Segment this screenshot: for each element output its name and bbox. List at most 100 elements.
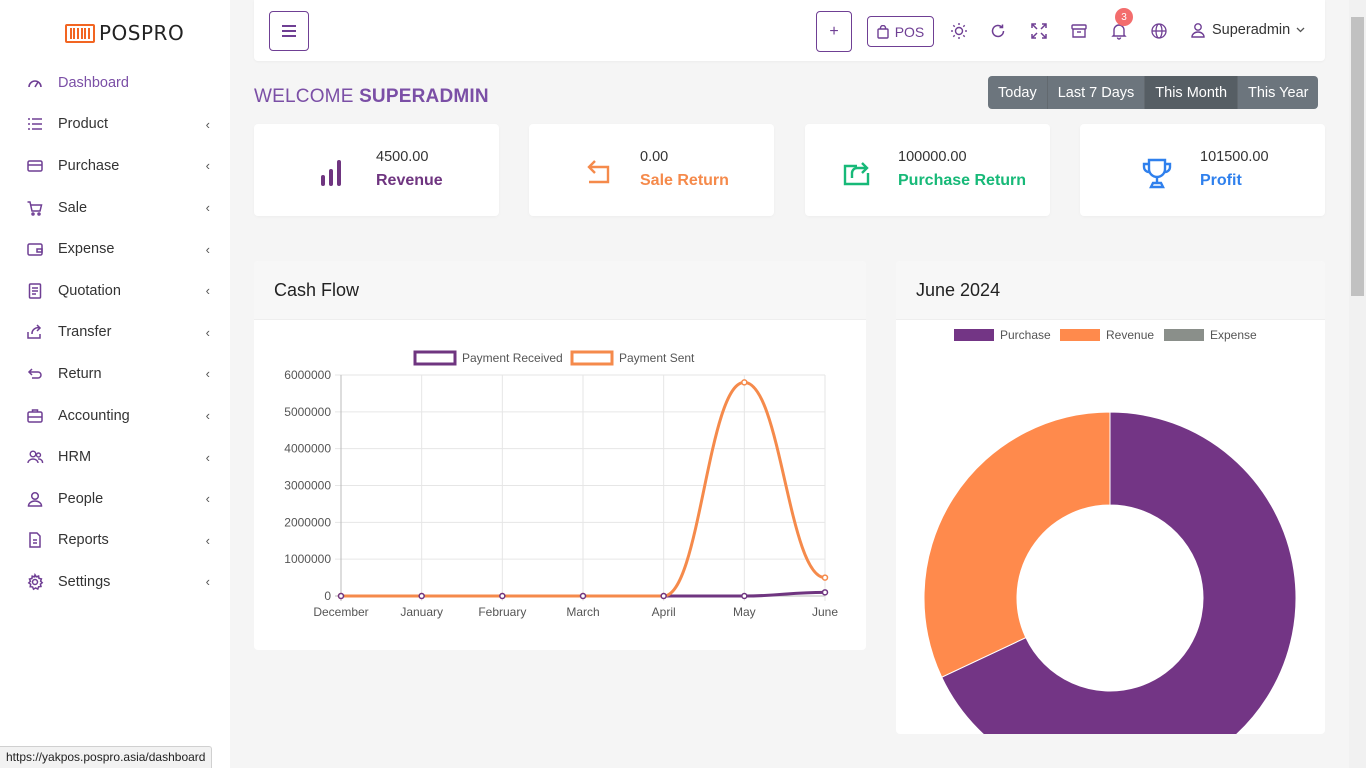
user-menu[interactable]: Superadmin (1190, 22, 1305, 38)
menu-toggle-button[interactable] (269, 11, 309, 51)
cash-flow-title: Cash Flow (254, 261, 866, 320)
revenue-label: Revenue (376, 172, 443, 189)
shopping-bag-icon (877, 24, 889, 39)
add-button[interactable]: + (816, 11, 852, 52)
globe-icon[interactable] (1150, 22, 1168, 40)
refresh-icon[interactable] (989, 22, 1007, 40)
bar-chart-icon (321, 160, 341, 186)
profit-amount: 101500.00 (1200, 149, 1269, 165)
sidebar-item-label: HRM (58, 449, 92, 466)
credit-card-icon (27, 160, 43, 172)
data-point[interactable] (741, 379, 748, 386)
report-icon (29, 532, 41, 549)
chevron-left-icon: ‹ (205, 532, 210, 548)
legend-item-expense[interactable]: Expense (1164, 328, 1257, 342)
share-icon (27, 324, 42, 340)
legend-swatch (413, 350, 457, 366)
sidebar-item-transfer[interactable]: Transfer ‹ (0, 312, 230, 354)
document-icon (28, 283, 42, 299)
user-name: Superadmin (1212, 22, 1291, 38)
data-point[interactable] (418, 592, 425, 600)
data-point[interactable] (337, 592, 345, 600)
sidebar-item-expense[interactable]: Expense ‹ (0, 228, 230, 270)
data-point[interactable] (741, 592, 748, 600)
sun-icon[interactable] (950, 22, 968, 40)
sidebar-item-reports[interactable]: Reports ‹ (0, 520, 230, 562)
top-bar: + POS 3 Superadmin (254, 0, 1325, 61)
sidebar-item-label: Transfer (58, 324, 112, 341)
legend-label: Revenue (1106, 328, 1154, 342)
purchase-return-amount: 100000.00 (898, 149, 967, 165)
donut-slice-revenue[interactable] (923, 411, 1111, 678)
chevron-left-icon: ‹ (205, 283, 210, 299)
legend-swatch (954, 329, 994, 341)
wallet-icon (27, 243, 43, 256)
sidebar-item-label: Return (58, 365, 102, 382)
sale-return-label: Sale Return (640, 172, 729, 189)
sidebar-item-dashboard[interactable]: Dashboard (0, 62, 230, 104)
sidebar-item-product[interactable]: Product ‹ (0, 104, 230, 146)
data-point[interactable] (660, 592, 667, 600)
pos-button-label: POS (894, 23, 925, 40)
sidebar-item-sale[interactable]: Sale ‹ (0, 187, 230, 229)
sidebar-item-quotation[interactable]: Quotation ‹ (0, 270, 230, 312)
sidebar-item-people[interactable]: People ‹ (0, 478, 230, 520)
range-last-7-days-button[interactable]: Last 7 Days (1048, 76, 1146, 109)
range-this-month-button[interactable]: This Month (1145, 76, 1239, 109)
data-point[interactable] (821, 574, 829, 581)
cash-flow-chart: 0 1000000 2000000 3000000 4000000 5000000 6000… (284, 350, 838, 619)
profit-card: 101500.00 Profit (1080, 124, 1325, 216)
sidebar-item-label: Quotation (58, 282, 121, 299)
legend-item-payment-received[interactable]: Payment Received (413, 350, 563, 366)
legend-item-payment-sent[interactable]: Payment Sent (570, 350, 695, 366)
pos-button[interactable]: POS (867, 16, 934, 47)
legend-label: Purchase (1000, 328, 1051, 342)
sidebar-item-settings[interactable]: Settings ‹ (0, 561, 230, 603)
y-tick-label: 6000000 (284, 368, 331, 382)
chevron-down-icon (1296, 27, 1305, 33)
welcome-user: SUPERADMIN (359, 86, 489, 107)
trophy-icon (1142, 158, 1172, 189)
legend-item-purchase[interactable]: Purchase (954, 328, 1051, 342)
page-scrollbar[interactable] (1349, 0, 1366, 768)
gauge-icon (28, 80, 42, 88)
sidebar-item-label: Dashboard (58, 74, 129, 91)
chevron-left-icon: ‹ (205, 158, 210, 174)
chevron-left-icon: ‹ (205, 574, 210, 590)
purchase-return-label: Purchase Return (898, 172, 1027, 189)
y-tick-label: 1000000 (284, 552, 331, 566)
data-point[interactable] (579, 592, 587, 600)
donut-slice-purchase[interactable] (941, 411, 1297, 734)
fullscreen-icon[interactable] (1030, 22, 1048, 40)
briefcase-icon (27, 408, 43, 423)
archive-box-icon[interactable] (1070, 22, 1088, 40)
list-icon (28, 118, 42, 131)
scrollbar-thumb[interactable] (1351, 17, 1364, 296)
sidebar-item-purchase[interactable]: Purchase ‹ (0, 145, 230, 187)
range-this-year-button[interactable]: This Year (1248, 84, 1309, 101)
cash-flow-panel: Cash Flow 0 1000000 2000000 3000000 4000000 5… (254, 261, 866, 650)
range-today-button[interactable]: Today (988, 76, 1048, 109)
x-tick-label: January (400, 605, 443, 619)
status-bar-url: https://yakpos.pospro.asia/dashboard (0, 746, 213, 768)
legend-item-revenue[interactable]: Revenue (1060, 328, 1154, 342)
sidebar-item-hrm[interactable]: HRM ‹ (0, 436, 230, 478)
data-point[interactable] (499, 592, 506, 600)
chevron-left-icon: ‹ (205, 116, 210, 132)
logo[interactable]: POSPRO (65, 21, 184, 45)
revenue-amount: 4500.00 (376, 149, 429, 165)
sidebar-item-label: Settings (58, 573, 111, 590)
legend-swatch (570, 350, 614, 366)
sidebar-item-return[interactable]: Return ‹ (0, 353, 230, 395)
cart-icon (27, 200, 43, 216)
sidebar-item-label: Accounting (58, 407, 130, 424)
legend-label: Payment Received (462, 351, 563, 365)
sidebar-item-accounting[interactable]: Accounting ‹ (0, 395, 230, 437)
data-point[interactable] (821, 589, 829, 596)
sale-return-card: 0.00 Sale Return (529, 124, 774, 216)
welcome-heading: WELCOME SUPERADMIN (254, 86, 489, 108)
sidebar: POSPRO Dashboard Product ‹ Purchase ‹ Sale ‹ Ex… (0, 0, 230, 768)
welcome-prefix: WELCOME (254, 86, 354, 107)
chevron-left-icon: ‹ (205, 408, 210, 424)
chevron-left-icon: ‹ (205, 491, 210, 507)
